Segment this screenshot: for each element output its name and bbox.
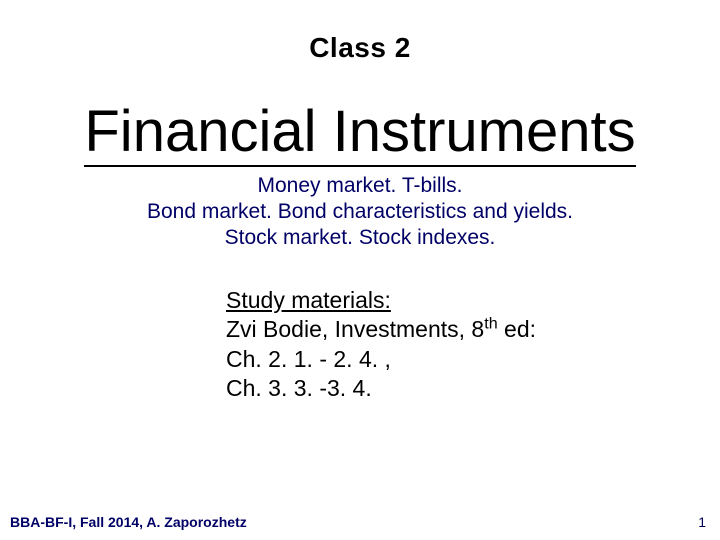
ordinal-sup: th bbox=[484, 314, 497, 332]
study-line-2: Ch. 2. 1. - 2. 4. , bbox=[226, 345, 680, 374]
subtitle-block: Money market. T-bills. Bond market. Bond… bbox=[40, 173, 680, 252]
study-line-1: Zvi Bodie, Investments, 8th ed: bbox=[226, 315, 680, 344]
slide: Class 2 Financial Instruments Money mark… bbox=[0, 0, 720, 540]
footer-left: BBA-BF-I, Fall 2014, A. Zaporozhetz bbox=[10, 514, 247, 530]
subtitle-line-2: Bond market. Bond characteristics and yi… bbox=[40, 199, 680, 225]
study-line-3: Ch. 3. 3. -3. 4. bbox=[226, 374, 680, 403]
main-title: Financial Instruments bbox=[84, 102, 635, 167]
class-label: Class 2 bbox=[40, 32, 680, 64]
page-number: 1 bbox=[698, 514, 706, 530]
study-line-1a: Zvi Bodie, Investments, 8 bbox=[226, 316, 484, 342]
subtitle-line-3: Stock market. Stock indexes. bbox=[40, 225, 680, 251]
study-line-1b: ed: bbox=[498, 316, 536, 342]
study-heading: Study materials: bbox=[226, 286, 680, 315]
study-materials: Study materials: Zvi Bodie, Investments,… bbox=[226, 286, 680, 404]
subtitle-line-1: Money market. T-bills. bbox=[40, 173, 680, 199]
